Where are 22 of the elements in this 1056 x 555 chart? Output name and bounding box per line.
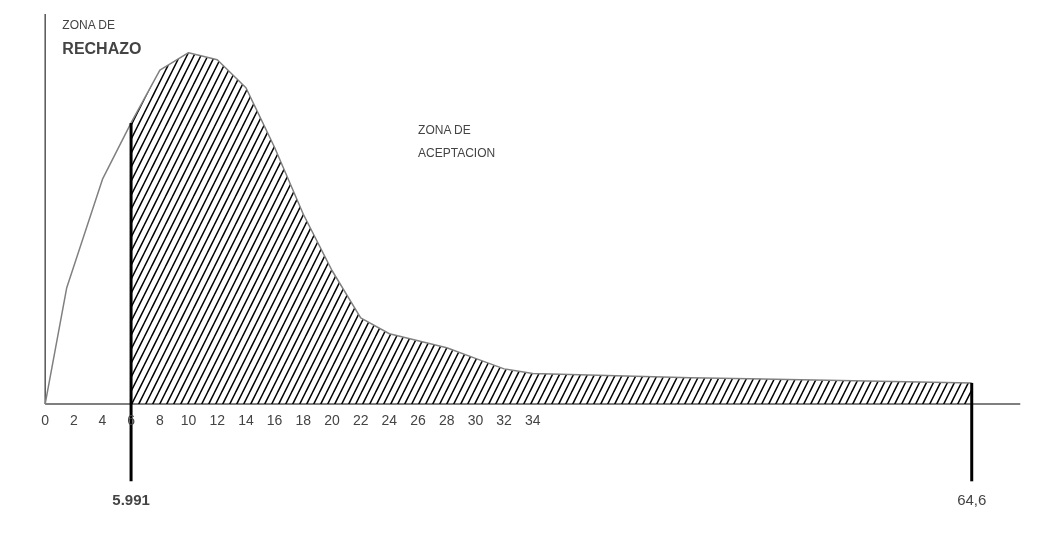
x-tick-label: 30 [467,412,484,429]
x-tick-label: 8 [155,412,164,429]
ref-line-label: 5.991 [112,491,150,509]
x-tick-label: 24 [381,412,398,429]
x-tick-label: 4 [98,412,107,429]
x-tick-label: 0 [41,412,50,429]
x-tick-label: 26 [410,412,427,429]
x-tick-label: 32 [496,412,513,429]
x-tick-label: 18 [295,412,312,429]
ref-line-label: 64,6 [957,491,987,509]
annotation: ZONA DE RECHAZO [62,17,142,58]
annotation: ZONA DE ACEPTACION [418,122,496,160]
x-tick-label: 28 [438,412,455,429]
x-tick-label: 10 [180,412,197,429]
x-tick-label: 12 [209,412,226,429]
x-tick-label: 14 [238,412,254,429]
x-tick-label: 2 [69,412,78,429]
x-tick-label: 6 [127,412,136,429]
x-tick-label: 16 [266,412,283,429]
x-tick-label: 20 [324,412,340,429]
x-tick-label: 22 [352,412,369,429]
x-tick-label: 34 [525,412,541,429]
